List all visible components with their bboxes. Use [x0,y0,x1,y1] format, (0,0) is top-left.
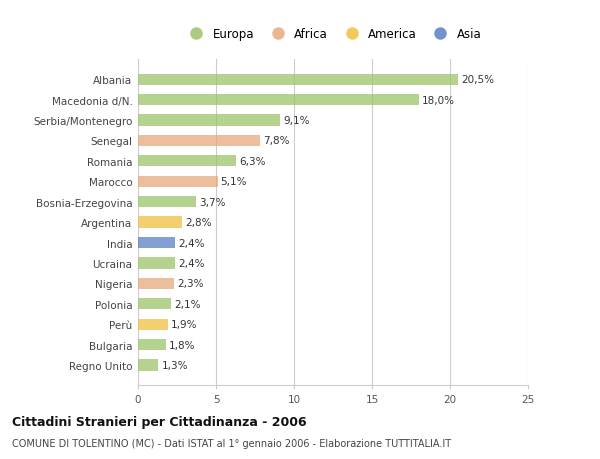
Text: 2,8%: 2,8% [185,218,211,228]
Bar [138,258,175,269]
Text: 5,1%: 5,1% [221,177,247,187]
Bar [138,156,236,167]
Text: 2,1%: 2,1% [174,299,200,309]
Text: 2,4%: 2,4% [179,238,205,248]
Bar [138,319,167,330]
Text: 1,8%: 1,8% [169,340,196,350]
Bar [138,237,175,249]
Legend: Europa, Africa, America, Asia: Europa, Africa, America, Asia [179,23,487,45]
Bar [138,115,280,126]
Bar [138,359,158,371]
Text: 1,3%: 1,3% [161,360,188,370]
Text: 20,5%: 20,5% [461,75,494,85]
Bar [138,95,419,106]
Bar [138,135,260,147]
Text: 1,9%: 1,9% [171,319,197,330]
Text: 2,4%: 2,4% [179,258,205,269]
Bar [138,196,196,208]
Text: 18,0%: 18,0% [422,95,455,106]
Text: 3,7%: 3,7% [199,197,226,207]
Bar [138,298,171,310]
Text: COMUNE DI TOLENTINO (MC) - Dati ISTAT al 1° gennaio 2006 - Elaborazione TUTTITAL: COMUNE DI TOLENTINO (MC) - Dati ISTAT al… [12,438,451,448]
Text: 7,8%: 7,8% [263,136,289,146]
Bar [138,176,218,187]
Text: 2,3%: 2,3% [177,279,203,289]
Text: Cittadini Stranieri per Cittadinanza - 2006: Cittadini Stranieri per Cittadinanza - 2… [12,415,307,428]
Bar [138,339,166,350]
Bar [138,217,182,228]
Text: 6,3%: 6,3% [239,157,266,167]
Text: 9,1%: 9,1% [283,116,310,126]
Bar [138,278,174,289]
Bar [138,74,458,86]
